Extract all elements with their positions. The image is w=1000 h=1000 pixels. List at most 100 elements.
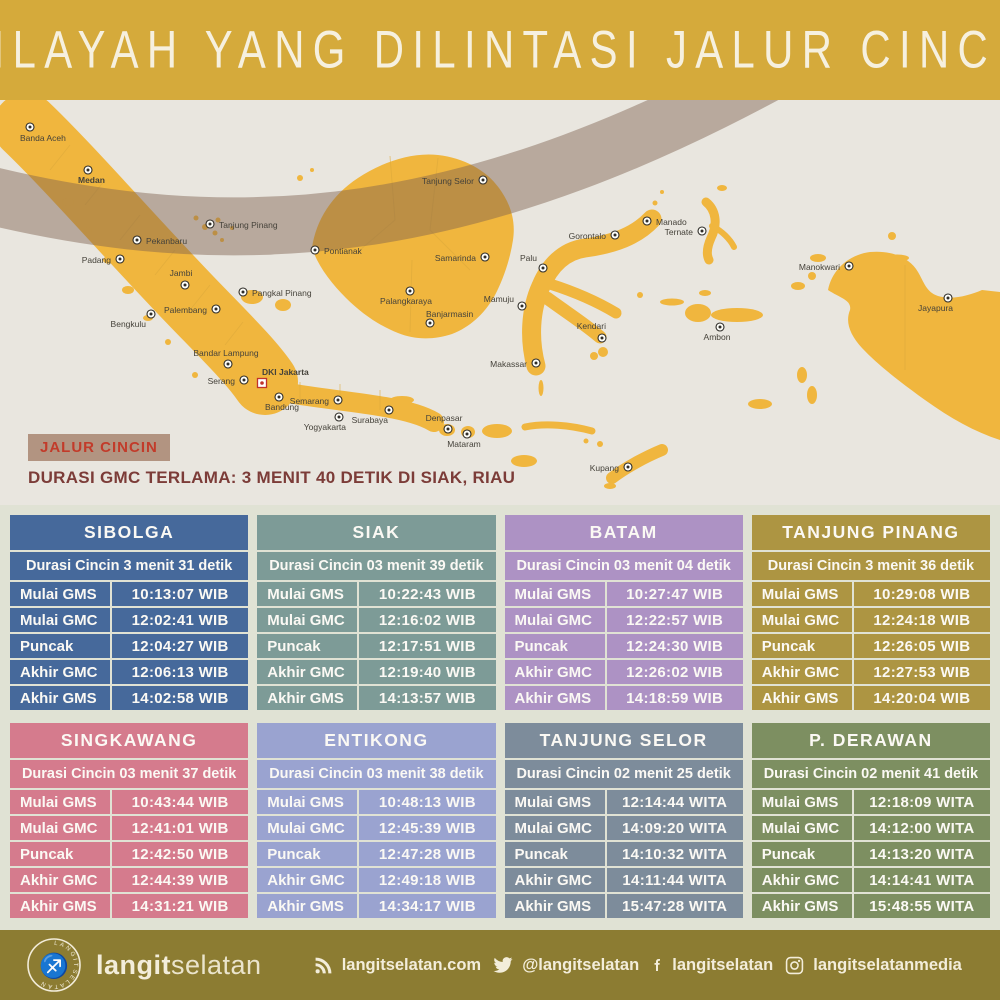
city-label: Padang [82,255,112,265]
phase-label: Mulai GMC [20,819,98,837]
city-timetable-grid: SIBOLGA Durasi Cincin 3 menit 31 detik Mul… [0,505,1000,930]
phase-label: Mulai GMC [514,819,593,837]
island-banggai [637,292,643,298]
city-label: Denpasar [426,413,463,423]
city-card-siak: SIAK Durasi Cincin 03 menit 39 detik Mulai… [257,515,496,710]
timetable-row: Akhir GMS 14:34:17 WIB [257,894,495,918]
card-rows: Mulai GMS 10:43:44 WIB Mulai GMC 12:41:01 W… [10,790,249,918]
phase-time: 12:22:57 WIB [604,608,743,632]
timetable-row: Mulai GMC 12:41:01 WIB [10,816,249,842]
city-label: Palembang [164,305,207,315]
city-marker-tanjung-pinang: Tanjung Pinang [205,219,278,230]
city-card-sibolga: SIBOLGA Durasi Cincin 3 menit 31 detik Mul… [10,515,249,710]
timetable-row: Puncak 12:42:50 WIB [10,842,249,868]
timetable-row: Akhir GMC 12:27:53 WIB [751,660,990,686]
phase-time: 14:11:44 WITA [604,868,743,892]
phase-label: Mulai GMC [267,819,345,837]
langitselatan-logo: LANGITSELATAN ♐ [27,938,81,992]
timetable-row: Mulai GMS 10:27:47 WIB [504,582,743,608]
island-tanimbar [748,399,772,409]
phase-time: 12:14:44 WITA [604,790,743,814]
instagram-icon [786,956,804,974]
footer-link-instagram[interactable]: langitselatanmedia [785,956,962,975]
city-label: Manado [656,217,687,227]
islet [122,286,134,294]
phase-label: Akhir GMS [761,897,839,915]
footer-link-label: langitselatan.com [341,955,482,974]
phase-label: Akhir GMS [267,897,344,915]
phase-time: 12:41:01 WIB [110,816,248,840]
phase-label: Mulai GMS [761,793,839,811]
island-waigeo [810,254,826,262]
footer-link-twitter[interactable]: @langitselatan [493,955,639,975]
islet [230,226,234,230]
phase-time: 14:13:57 WIB [357,686,495,710]
island-selayar [538,380,544,396]
island-java [244,376,444,432]
island-sula [660,298,684,306]
phase-time: 10:48:13 WIB [357,790,495,814]
island-kai [797,367,807,383]
footer-links: langitselatan.com @langitselatan langitsel… [302,955,974,975]
phase-label: Akhir GMC [20,871,98,889]
city-marker-serang: Serang [208,375,249,386]
city-card-tanjung-pinang: TANJUNG PINANG Durasi Cincin 3 menit 36 d… [751,515,990,710]
timetable-row: Puncak 12:26:05 WIB [751,634,990,660]
city-marker-bengkulu: Bengkulu [111,309,156,329]
city-marker-gorontalo: Gorontalo [569,230,620,241]
timetable-row: Puncak 12:04:27 WIB [10,634,249,660]
islet [310,168,314,172]
phase-time: 12:16:02 WIB [357,608,495,632]
phase-label: Akhir GMC [20,663,98,681]
card-title: ENTIKONG [257,723,496,760]
card-title: SIBOLGA [10,515,249,552]
city-marker-kupang: Kupang [590,462,633,473]
footer-link-rss[interactable]: langitselatan.com [314,956,481,975]
phase-time: 14:13:20 WITA [851,842,990,866]
twitter-icon [493,957,513,973]
city-card-singkawang: SINGKAWANG Durasi Cincin 03 menit 37 deti… [10,723,249,918]
phase-time: 12:27:53 WIB [851,660,990,684]
island-aru [807,386,817,404]
phase-label: Mulai GMS [514,585,592,603]
city-marker-manokwari: Manokwari [799,261,854,272]
island-enggano [192,372,198,378]
island-belitung [275,299,291,311]
city-marker-manado: Manado [642,216,687,227]
islet [212,230,218,236]
island-seram [711,308,763,322]
island-papua [828,251,1000,440]
island-alor [597,441,603,447]
phase-label: Puncak [514,845,568,863]
island-siberut [103,256,113,264]
island-rote [604,483,616,489]
island-timor [606,444,668,484]
phase-time: 12:49:18 WIB [357,868,495,892]
phase-label: Mulai GMS [761,585,839,603]
footer-link-facebook[interactable]: langitselatan [651,955,773,975]
city-label: Banda Aceh [20,133,66,143]
phase-label: Mulai GMS [514,793,592,811]
city-label: Makassar [490,359,527,369]
city-label: DKI Jakarta [262,367,309,377]
island-yapen [885,254,909,262]
city-marker-tanjung-selor: Tanjung Selor [422,175,488,186]
phase-time: 14:10:32 WITA [604,842,743,866]
city-marker-jayapura: Jayapura [918,293,953,313]
phase-label: Akhir GMC [267,663,345,681]
island-flores [521,421,596,435]
timetable-row: Akhir GMC 12:19:40 WIB [257,660,496,686]
island-biak [888,232,896,240]
card-rows: Mulai GMS 12:18:09 WITA Mulai GMC 14:12:00 … [751,790,990,918]
timetable-row: Mulai GMS 12:14:44 WITA [504,790,743,816]
city-marker-palembang: Palembang [164,304,221,315]
phase-time: 12:06:13 WIB [110,660,248,684]
city-label: Bandung [265,402,299,412]
city-marker-denpasar: Denpasar [426,413,463,434]
timetable-row: Mulai GMC 14:12:00 WITA [751,816,990,842]
phase-time: 12:02:41 WIB [110,608,248,632]
timetable-row: Mulai GMS 12:18:09 WITA [751,790,990,816]
card-title: SIAK [257,515,496,552]
timetable-row: Akhir GMS 15:48:55 WITA [752,894,990,918]
city-marker-bandar-lampung: Bandar Lampung [193,348,259,369]
